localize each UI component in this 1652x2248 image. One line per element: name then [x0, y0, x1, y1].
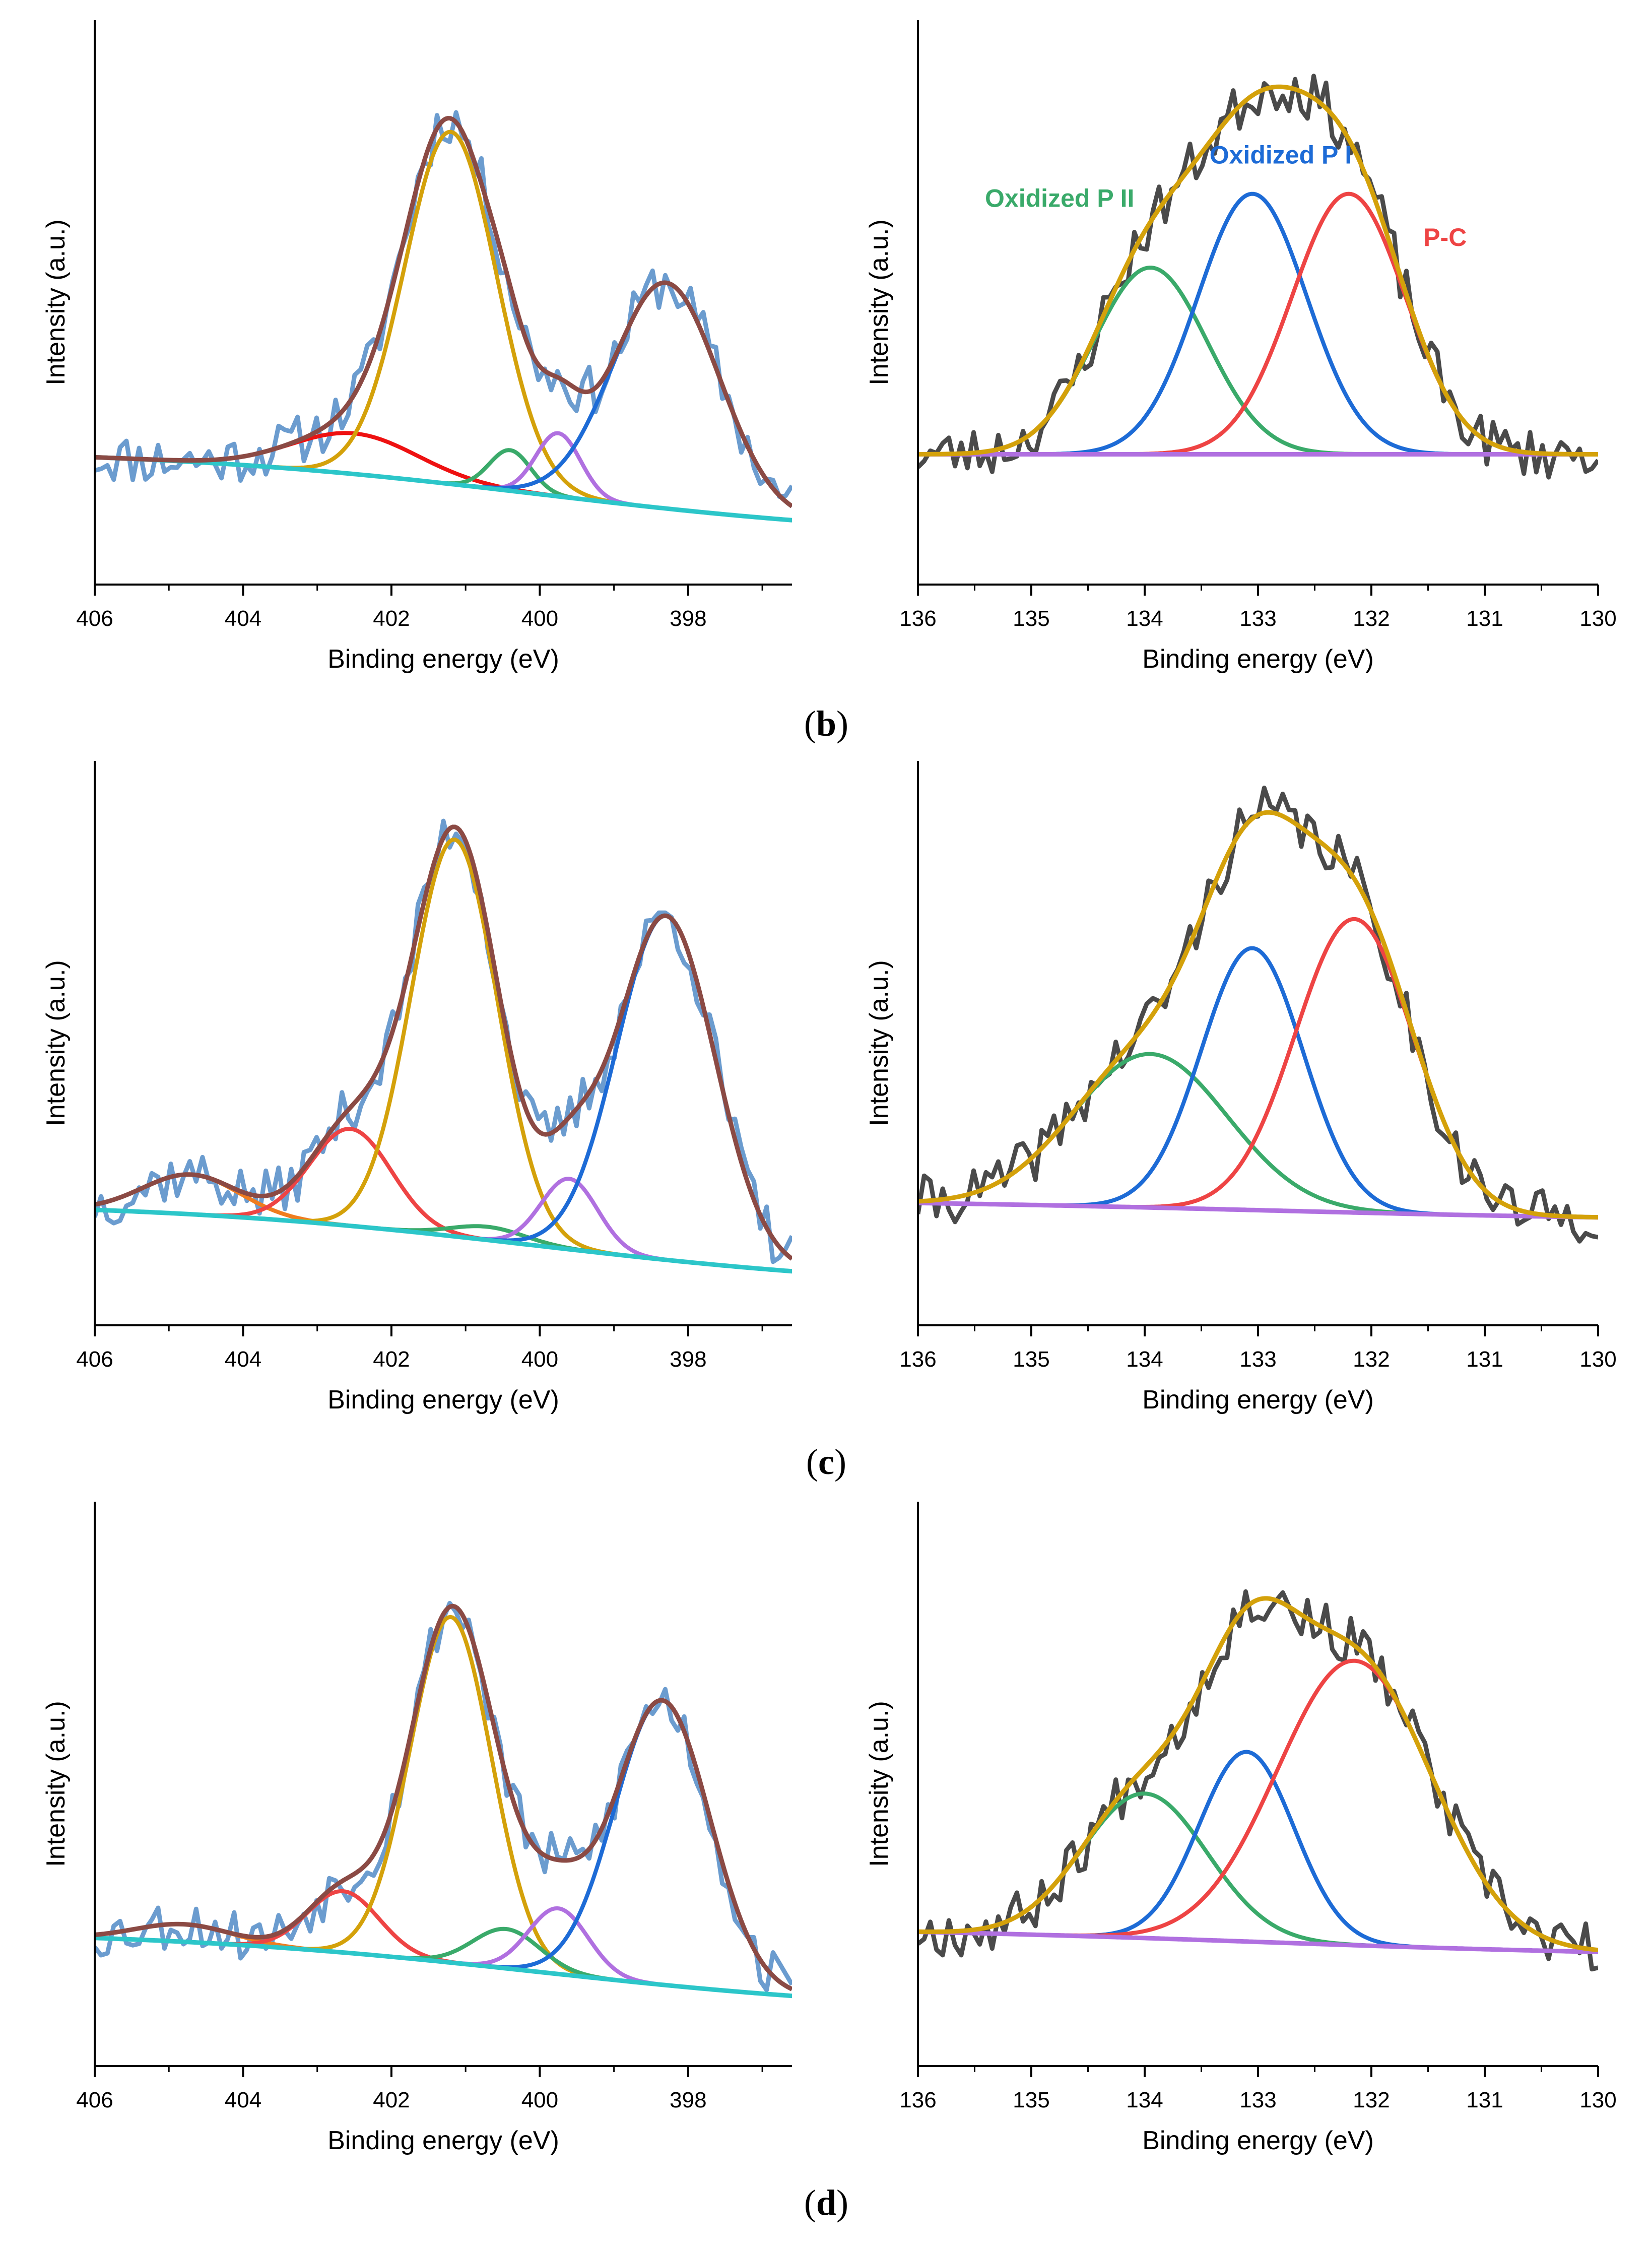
series-envelope-line — [95, 115, 792, 508]
series-raw-line — [918, 74, 1598, 480]
x-axis-title: Binding energy (eV) — [1142, 645, 1374, 674]
x-axis-title: Binding energy (eV) — [1142, 1385, 1374, 1415]
x-tick-label: 400 — [521, 2088, 558, 2112]
x-tick-label: 133 — [1239, 2088, 1276, 2112]
series-envelope-line — [918, 810, 1598, 1220]
peak-purple-line — [95, 1177, 792, 1273]
peak-oxidized-p-i-line — [918, 191, 1598, 457]
x-tick-label: 134 — [1126, 606, 1163, 631]
x-tick-label: 132 — [1353, 1347, 1390, 1372]
peak-annotation: P-C — [1423, 223, 1467, 251]
y-axis-title: Intensity (a.u.) — [41, 960, 71, 1126]
x-tick-label: 404 — [225, 1347, 261, 1372]
series-envelope-line — [918, 84, 1598, 457]
x-tick-label: 132 — [1353, 2088, 1390, 2112]
chart-b-right: 136 135 134 133 132 131 130 Binding energy (eV)… — [865, 20, 1617, 674]
x-axis-title: Binding energy (eV) — [1142, 2126, 1374, 2155]
chart-b-left: 406 404 402 400 398 Binding energy (eV) Intens… — [41, 20, 792, 674]
x-tick-label: 398 — [670, 1347, 706, 1372]
peak-blue-line — [918, 946, 1598, 1219]
plot-area — [95, 818, 792, 1274]
x-tick-label: 400 — [521, 1347, 558, 1372]
peak-blue-line — [918, 1750, 1598, 1954]
x-tick-label: 398 — [670, 2088, 706, 2112]
panel-label-c: (c) — [806, 1442, 846, 1482]
chart-d-right: 136 135 134 133 132 131 130 Binding energy (eV)… — [865, 1502, 1617, 2155]
plot-area — [918, 1589, 1598, 1972]
x-tick-label: 130 — [1579, 606, 1616, 631]
x-tick-label: 130 — [1579, 2088, 1616, 2112]
y-axis-title: Intensity (a.u.) — [41, 219, 71, 385]
x-tick-label: 406 — [76, 2088, 113, 2112]
x-axis-title: Binding energy (eV) — [327, 1385, 559, 1415]
x-axis-title: Binding energy (eV) — [327, 645, 559, 674]
x-tick-label: 130 — [1579, 1347, 1616, 1372]
plot-area — [918, 74, 1598, 480]
chart-d-left: 406 404 402 400 398 Binding energy (eV) Intens… — [41, 1502, 792, 2155]
series-baseline-line — [95, 1207, 792, 1274]
x-tick-label: 135 — [1013, 2088, 1049, 2112]
x-axis-title: Binding energy (eV) — [327, 2126, 559, 2155]
peak-gold-line — [95, 838, 792, 1273]
x-tick-label: 134 — [1126, 2088, 1163, 2112]
series-baseline-line — [918, 1930, 1598, 1954]
x-tick-label: 398 — [670, 606, 706, 631]
series-raw-line — [918, 786, 1598, 1244]
y-axis-title: Intensity (a.u.) — [865, 1701, 894, 1867]
peak-p-c-line — [918, 191, 1598, 457]
x-tick-label: 406 — [76, 1347, 113, 1372]
x-tick-label: 406 — [76, 606, 113, 631]
x-tick-label: 136 — [899, 1347, 936, 1372]
x-tick-label: 404 — [225, 2088, 261, 2112]
x-tick-label: 133 — [1239, 1347, 1276, 1372]
x-tick-label: 131 — [1466, 1347, 1503, 1372]
plot-area — [918, 786, 1598, 1244]
series-envelope-line — [95, 1603, 792, 1992]
y-axis-title: Intensity (a.u.) — [865, 960, 894, 1126]
series-baseline-line — [918, 1200, 1598, 1220]
x-tick-label: 402 — [373, 606, 410, 631]
chart-c-right: 136 135 134 133 132 131 130 Binding energy (eV)… — [865, 761, 1617, 1415]
panel-label-d: (d) — [804, 2182, 848, 2223]
x-tick-label: 131 — [1466, 606, 1503, 631]
peak-orange-line — [95, 1172, 792, 1273]
plot-area — [95, 1600, 792, 1999]
peak-purple-line — [95, 431, 792, 523]
x-tick-label: 402 — [373, 1347, 410, 1372]
peak-annotation: Oxidized P II — [985, 184, 1134, 212]
series-raw-line — [95, 1600, 792, 1993]
panel-label-b: (b) — [804, 703, 848, 744]
peak-annotation: Oxidized P I — [1210, 141, 1352, 169]
chart-c-left: 406 404 402 400 398 Binding energy (eV) Intens… — [41, 761, 792, 1415]
x-tick-label: 135 — [1013, 1347, 1049, 1372]
plot-area — [95, 110, 792, 523]
peak-red-line — [95, 431, 792, 523]
x-tick-label: 400 — [521, 606, 558, 631]
y-axis-title: Intensity (a.u.) — [865, 219, 894, 385]
x-tick-label: 136 — [899, 2088, 936, 2112]
series-baseline-line — [95, 1936, 792, 1999]
peak-red-line — [95, 1127, 792, 1273]
x-tick-label: 134 — [1126, 1347, 1163, 1372]
x-tick-label: 135 — [1013, 606, 1049, 631]
x-tick-label: 131 — [1466, 2088, 1503, 2112]
series-envelope-line — [95, 824, 792, 1261]
series-envelope-line — [918, 1596, 1598, 1953]
x-tick-label: 132 — [1353, 606, 1390, 631]
series-baseline-line — [95, 455, 792, 523]
series-raw-line — [95, 818, 792, 1264]
x-tick-label: 404 — [225, 606, 261, 631]
x-tick-label: 133 — [1239, 606, 1276, 631]
peak-blue-line — [95, 280, 792, 508]
x-tick-label: 402 — [373, 2088, 410, 2112]
y-axis-title: Intensity (a.u.) — [41, 1701, 71, 1867]
peak-red-line — [918, 917, 1598, 1219]
x-tick-label: 136 — [899, 606, 936, 631]
